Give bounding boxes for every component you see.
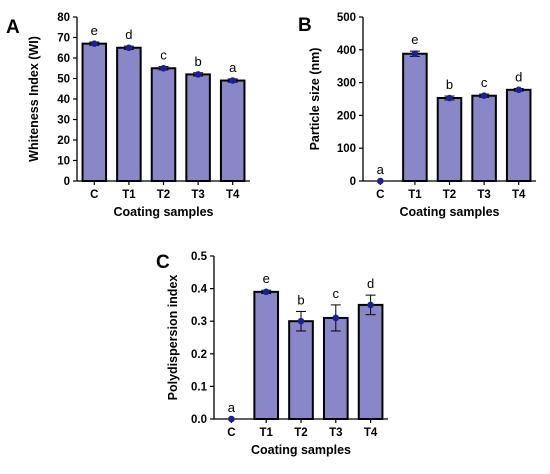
y-tick-label: 0.4 [191, 284, 208, 296]
significance-label: a [228, 400, 236, 415]
significance-label: e [411, 32, 418, 47]
y-tick-label: 0.3 [191, 316, 207, 328]
y-tick-label: 50 [57, 74, 70, 86]
data-point [446, 94, 453, 102]
significance-label: c [333, 286, 340, 301]
x-axis-title: Coating samples [251, 443, 351, 457]
x-tick-label: T2 [443, 189, 456, 201]
y-tick-label: 0 [64, 176, 70, 188]
y-tick-label: 70 [57, 33, 70, 45]
bar [185, 73, 211, 182]
panel-letter: B [298, 15, 312, 36]
y-tick-label: 300 [337, 78, 356, 90]
x-tick-label: T1 [122, 189, 136, 201]
significance-label: e [263, 271, 270, 286]
y-tick-label: 200 [337, 110, 356, 122]
data-point [229, 77, 236, 84]
x-tick-label: T4 [226, 189, 240, 201]
bar [288, 320, 314, 421]
x-tick-label: T2 [157, 189, 170, 201]
y-tick-label: 0.0 [191, 414, 207, 426]
data-point [515, 86, 522, 94]
data-point [367, 301, 374, 309]
bar [436, 97, 463, 182]
bar [150, 67, 177, 182]
bar [253, 290, 280, 420]
data-point [91, 40, 98, 47]
y-tick-label: 500 [337, 12, 356, 24]
x-tick-label: T1 [259, 427, 273, 439]
y-tick-label: 400 [337, 45, 356, 57]
data-point [297, 317, 305, 325]
data-point [332, 314, 340, 322]
bar [505, 88, 532, 182]
significance-label: d [367, 276, 374, 291]
x-tick-label: T4 [512, 189, 526, 201]
bar [357, 303, 384, 420]
x-tick-label: C [376, 189, 384, 201]
significance-label: e [91, 23, 98, 38]
x-tick-label: T2 [294, 427, 307, 439]
panel-letter: A [6, 17, 20, 38]
data-point [125, 44, 133, 52]
significance-label: d [125, 27, 132, 42]
bar [402, 52, 428, 182]
data-point [262, 288, 270, 296]
significance-label: c [160, 48, 167, 63]
y-tick-label: 30 [57, 115, 70, 127]
x-tick-label: T3 [329, 427, 342, 439]
data-point [377, 177, 384, 185]
y-axis-title: Particle size (nm) [308, 48, 322, 151]
significance-label: c [481, 75, 488, 90]
data-point [194, 71, 202, 78]
y-tick-label: 0.1 [191, 381, 208, 393]
significance-label: d [515, 70, 522, 85]
data-point [480, 92, 488, 100]
panel-A: A 0 10 20 30 40 50 60 70 80 Ce T1 d T2 c T3 b T4 a Coating … [6, 12, 250, 219]
y-tick-label: 40 [57, 94, 70, 106]
x-tick-label: T3 [191, 189, 204, 201]
bar [219, 79, 246, 182]
panel-C: C 0.0 0.1 0.2 0.3 0.4 0.5 Ca T1 e T2 b T3 c T4 d Coating… [156, 251, 388, 457]
significance-label: a [377, 162, 385, 177]
panel-B: B 0 100 200 300 400 500 Ca T1 e T2 b T3 c T4 d Coating s… [298, 12, 536, 219]
significance-label: b [297, 292, 304, 307]
x-tick-label: T1 [408, 189, 422, 201]
significance-label: b [446, 77, 453, 92]
x-tick-label: C [90, 189, 98, 201]
bar [322, 316, 349, 420]
y-tick-label: 0 [350, 176, 356, 188]
bar [81, 42, 108, 183]
y-tick-label: 10 [57, 156, 70, 168]
y-tick-label: 0.2 [191, 349, 207, 361]
x-tick-label: T3 [477, 189, 490, 201]
y-axis-title: Whiteness Index (WI) [27, 36, 41, 162]
y-tick-label: 20 [57, 135, 70, 147]
data-point [411, 50, 419, 58]
y-axis-title: Polydispersion index [166, 275, 180, 401]
y-tick-label: 60 [57, 53, 70, 65]
x-axis-title: Coating samples [399, 205, 499, 219]
significance-label: a [229, 60, 237, 75]
bar [471, 94, 497, 182]
data-point [160, 64, 167, 72]
y-tick-label: 0.5 [191, 251, 208, 263]
panel-letter: C [156, 252, 170, 273]
data-point [228, 415, 235, 423]
x-tick-label: T4 [364, 427, 378, 439]
x-tick-label: C [227, 427, 235, 439]
significance-label: b [194, 54, 201, 69]
x-axis-title: Coating samples [113, 205, 213, 219]
y-tick-label: 80 [57, 12, 70, 24]
bar [116, 46, 142, 182]
y-tick-label: 100 [337, 143, 356, 155]
